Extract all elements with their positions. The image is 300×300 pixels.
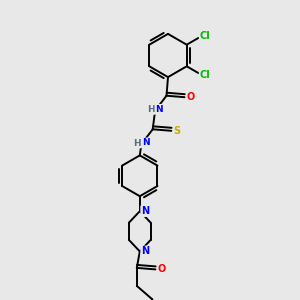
Text: Cl: Cl: [200, 32, 210, 41]
Text: O: O: [158, 264, 166, 274]
Text: S: S: [174, 126, 181, 136]
Text: H: H: [147, 105, 155, 114]
Text: N: N: [141, 246, 149, 256]
Text: N: N: [155, 105, 163, 114]
Text: N: N: [142, 138, 149, 147]
Text: N: N: [141, 206, 149, 216]
Text: H: H: [133, 139, 141, 148]
Text: Cl: Cl: [200, 70, 210, 80]
Text: O: O: [187, 92, 195, 102]
